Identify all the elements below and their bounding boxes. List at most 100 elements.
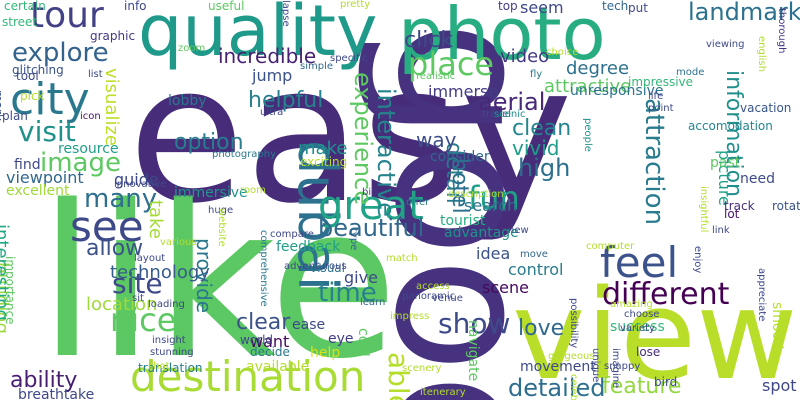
word-new: new — [508, 225, 529, 236]
word-attraction: attraction — [639, 98, 669, 226]
word-feel: feel — [600, 238, 679, 287]
word-match: match — [386, 253, 418, 264]
word-vivid: vivid — [512, 136, 560, 160]
word-eye: eye — [328, 331, 354, 347]
word-easy: easy — [128, 24, 573, 245]
word-itenerary: itenerary — [420, 387, 466, 398]
word-clear: clear — [236, 310, 291, 335]
word-visualize: visualize — [101, 68, 122, 146]
word-enjoy: enjoy — [692, 246, 703, 274]
word-translation: translation — [138, 361, 203, 375]
word-graphic: graphic — [90, 29, 136, 43]
word-insight: insight — [152, 335, 186, 346]
word-accomodation: accomodation — [688, 119, 773, 133]
word-visit: visit — [18, 115, 76, 148]
word-link: link — [712, 225, 730, 236]
word-glitching: glitching — [12, 63, 64, 77]
word-click: click — [404, 28, 454, 53]
word-realistic: realistic — [416, 71, 456, 82]
word-offer: offer — [406, 197, 430, 208]
word-ultra: ultra — [260, 107, 284, 118]
word-panoramic: panoramic — [402, 291, 456, 302]
word-tool: tool — [16, 69, 39, 83]
word-smooth: smooth — [769, 302, 785, 355]
word-show: show — [438, 307, 511, 340]
word-rotate: rotate — [772, 199, 800, 213]
word-want: want — [250, 332, 290, 351]
word-high: high — [518, 154, 571, 182]
word-point: point — [648, 103, 674, 114]
word-venue: venue — [432, 293, 463, 304]
word-mark: mark — [0, 90, 5, 121]
word-certain: certain — [4, 0, 46, 13]
word-unresponsive: unresponsive — [570, 83, 664, 99]
word-video: video — [500, 46, 550, 67]
word-view: view — [512, 264, 798, 400]
word-consider: consider — [430, 149, 490, 165]
word-degree: degree — [566, 58, 630, 79]
word-like: like — [38, 160, 399, 400]
word-room: room — [240, 185, 266, 196]
word-place: place — [408, 45, 495, 83]
word-give: give — [344, 268, 378, 287]
word-ease: ease — [292, 317, 326, 333]
word-choice: choice — [546, 47, 579, 58]
word-innovative: innovative — [114, 179, 167, 190]
word-tech: tech — [602, 0, 629, 13]
word-scene: scene — [482, 278, 529, 297]
word-feedback: feedback — [276, 239, 341, 255]
word-love: love — [518, 316, 565, 341]
word-time: time — [318, 278, 377, 308]
word-decide: decide — [250, 345, 290, 359]
word-importance: importance — [3, 256, 17, 325]
word-thorough: thorough — [776, 8, 787, 54]
word-lapse: lapse — [280, 0, 291, 27]
word-need: need — [740, 171, 775, 187]
word-photo: photo — [398, 0, 606, 76]
word-useful: useful — [208, 0, 245, 13]
word-aerial: aerial — [478, 88, 546, 116]
word-possibility: possibility — [568, 298, 579, 349]
word-movement: movement — [520, 359, 596, 375]
word-access: access — [416, 281, 450, 292]
word-scenery: scenery — [402, 363, 442, 374]
word-helpful: helpful — [248, 88, 324, 113]
word-lot: lot — [724, 207, 740, 221]
word-visual: visual — [310, 261, 345, 275]
word-seem: seem — [520, 0, 564, 17]
word-idea: idea — [476, 244, 511, 263]
word-viewing: viewing — [706, 39, 745, 50]
word-nice: nice — [110, 301, 177, 339]
word-cool: cool — [355, 328, 371, 357]
word-excellent: excellent — [6, 183, 70, 199]
word-help: help — [310, 345, 341, 361]
word-bird: bird — [654, 375, 678, 389]
word-track: track — [724, 199, 755, 213]
word-impress: impress — [390, 311, 430, 322]
word-celebrate: celebrate — [568, 374, 579, 400]
word-attractive: attractive — [544, 76, 632, 97]
word-many: many — [84, 184, 158, 214]
word-pretty: pretty — [340, 0, 371, 10]
word-resource: resource — [58, 141, 119, 157]
word-city: city — [10, 74, 90, 125]
word-way: way — [416, 128, 457, 152]
word-viewpoint: viewpoint — [6, 168, 84, 187]
word-pick: pick — [20, 89, 45, 103]
word-technology: technology — [110, 262, 210, 283]
word-navigate: navigate — [465, 320, 481, 382]
word-move: move — [520, 249, 548, 260]
word-huge: huge — [208, 205, 234, 216]
word-various: various — [160, 237, 197, 248]
word-loading: loading — [148, 299, 185, 310]
word-exciting: exciting — [300, 155, 348, 169]
word-photography: photography — [212, 149, 277, 160]
word-insightful: insightful — [698, 186, 709, 233]
word-success: success — [610, 319, 665, 335]
word-different: different — [602, 277, 730, 312]
word-list: list — [88, 69, 103, 80]
word-control: control — [508, 260, 564, 279]
word-beautiful: beautiful — [318, 214, 425, 242]
word-take: take — [145, 200, 166, 239]
word-scenic: scenic — [494, 109, 526, 120]
